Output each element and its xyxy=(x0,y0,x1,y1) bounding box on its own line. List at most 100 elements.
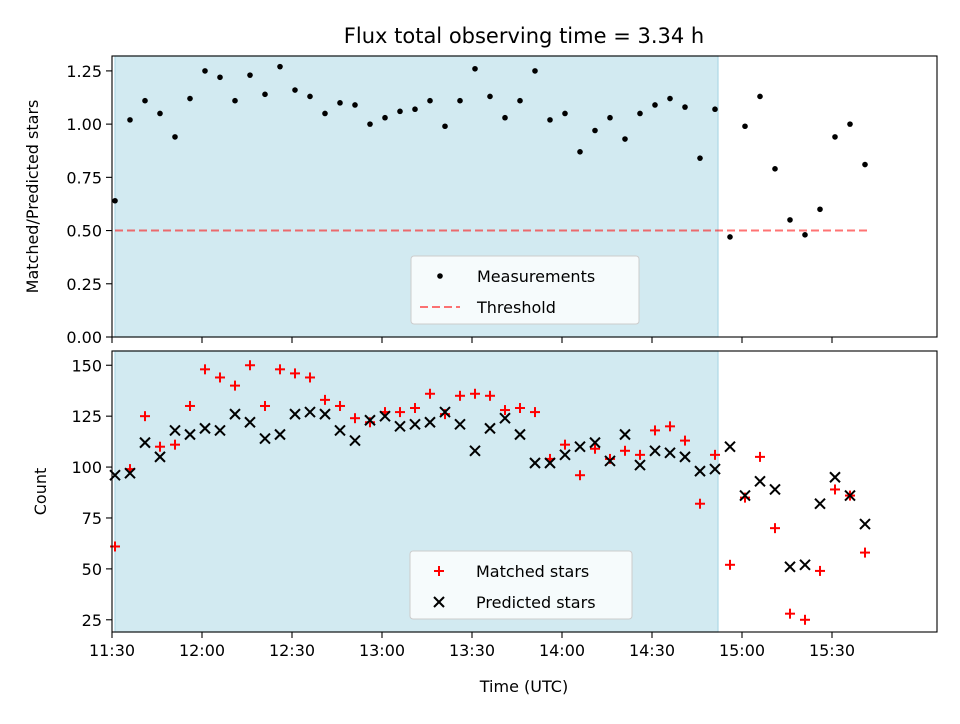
x-tick-label: 13:30 xyxy=(449,641,495,660)
marker-stroke xyxy=(739,489,751,502)
y-tick-label: 75 xyxy=(82,509,102,528)
y-axis-label: Matched/Predicted stars xyxy=(23,100,42,294)
matched-stars-marker xyxy=(215,372,225,383)
measurement-point xyxy=(352,102,358,108)
measurement-point xyxy=(382,114,388,121)
predicted-stars-marker xyxy=(184,428,196,441)
matched-stars-marker xyxy=(530,407,540,418)
matched-stars-marker xyxy=(275,364,285,375)
matched-stars-marker xyxy=(455,390,465,401)
predicted-stars-marker xyxy=(649,445,661,457)
marker-stroke xyxy=(364,414,376,426)
measurement-point xyxy=(262,91,268,98)
marker-stroke xyxy=(694,465,706,477)
matched-stars-marker xyxy=(335,400,345,411)
matched-stars-marker xyxy=(320,394,330,405)
legend-item: Threshold xyxy=(420,298,556,317)
predicted-stars-marker xyxy=(814,498,826,510)
predicted-stars-marker xyxy=(769,483,781,496)
measurement-point xyxy=(817,206,823,213)
predicted-stars-marker xyxy=(229,408,241,420)
matched-stars-marker xyxy=(290,368,300,379)
marker-stroke xyxy=(544,457,556,469)
matched-stars-marker xyxy=(590,443,600,454)
y-tick-label: 0.50 xyxy=(66,222,102,241)
predicted-stars-marker xyxy=(199,422,211,435)
marker-stroke xyxy=(619,428,631,441)
measurement-point xyxy=(397,108,403,115)
plot-frame xyxy=(111,55,938,338)
predicted-stars-marker xyxy=(484,422,496,435)
predicted-stars-marker xyxy=(514,428,526,441)
measurement-point xyxy=(622,136,628,142)
marker-stroke xyxy=(304,406,316,418)
measurement-point xyxy=(592,127,598,134)
marker-stroke xyxy=(319,408,331,420)
predicted-stars-marker xyxy=(694,465,706,477)
marker-stroke xyxy=(154,451,166,463)
measurement-point xyxy=(172,134,178,140)
matched-stars-marker xyxy=(620,445,630,456)
x-tick-label: 15:00 xyxy=(719,641,765,660)
legend: Measurements Threshold xyxy=(410,255,640,325)
measurement-point xyxy=(682,104,688,110)
y-tick-label: 100 xyxy=(71,458,102,477)
predicted-stars-marker xyxy=(349,434,361,447)
measurement-point xyxy=(442,123,448,130)
predicted-stars-marker xyxy=(799,559,811,571)
matched-stars-marker xyxy=(635,449,645,460)
measurement-point xyxy=(217,74,223,81)
predicted-stars-marker xyxy=(139,436,151,449)
matched-stars-marker xyxy=(185,400,195,411)
measurement-point xyxy=(772,166,778,172)
measurement-point xyxy=(127,117,133,123)
matched-stars-marker xyxy=(680,435,690,446)
series-1 xyxy=(112,63,868,240)
predicted-stars-marker xyxy=(154,451,166,463)
matched-stars-marker xyxy=(350,413,360,424)
measurement-point xyxy=(847,121,853,127)
marker-stroke xyxy=(589,436,601,449)
predicted-stars-marker xyxy=(454,418,466,431)
predicted-stars-marker xyxy=(394,420,406,433)
measurement-point xyxy=(142,97,148,104)
marker-stroke xyxy=(424,416,436,428)
y-tick-label: 0.25 xyxy=(66,275,102,294)
x-tick-label: 13:00 xyxy=(359,641,405,660)
x-tick-label: 15:30 xyxy=(809,641,855,660)
marker-stroke xyxy=(574,440,586,453)
matched-stars-marker xyxy=(665,421,675,432)
panel-1: 0.00 0.25 0.50 0.75 1.00 1.25 Matched/Predicte… xyxy=(23,55,938,347)
matched-stars-marker xyxy=(515,403,525,414)
legend-item: Measurements xyxy=(437,267,595,286)
panel-2: 25 50 75 100 125 150 11:30 12:00 12:30 13:00 13:30… xyxy=(31,350,938,660)
predicted-stars-marker xyxy=(169,424,181,437)
marker-stroke xyxy=(184,428,196,441)
predicted-stars-marker xyxy=(844,489,856,502)
predicted-stars-marker xyxy=(424,416,436,428)
matched-stars-marker xyxy=(155,441,165,452)
marker-stroke xyxy=(499,412,511,424)
marker-stroke xyxy=(754,475,766,488)
legend-box xyxy=(409,550,633,620)
matched-stars-marker xyxy=(425,388,435,399)
marker-stroke xyxy=(139,436,151,449)
marker-stroke xyxy=(334,424,346,437)
y-tick-label: 1.25 xyxy=(66,62,102,81)
predicted-stars-marker xyxy=(634,459,646,471)
matched-stars-marker xyxy=(740,492,750,503)
matched-stars-marker xyxy=(410,403,420,414)
measurement-point xyxy=(742,123,748,130)
marker-stroke xyxy=(274,428,286,441)
measurement-point xyxy=(472,65,478,72)
predicted-stars-marker xyxy=(664,447,676,459)
predicted-stars-marker xyxy=(679,451,691,463)
x-tick-label: 14:30 xyxy=(629,641,675,660)
predicted-stars-marker xyxy=(529,457,541,469)
marker-stroke xyxy=(409,418,421,431)
marker-stroke xyxy=(709,463,721,475)
marker-stroke xyxy=(214,424,226,437)
measurement-point xyxy=(202,68,208,74)
marker-stroke xyxy=(604,455,616,467)
